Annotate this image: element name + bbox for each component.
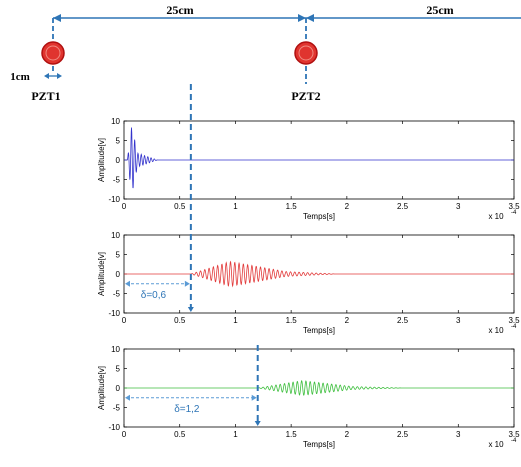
sensor-width-arrow-left [44,73,49,79]
sensor-2-inner-ring [298,45,314,61]
plot-3-ylabel: Amplitude[v] [97,366,106,410]
plot-3-xtick-label: 3 [456,430,461,439]
plot-3-xtick-label: 2 [345,430,350,439]
sensor-1-inner-ring [45,45,61,61]
plot-2-ytick-label: -5 [113,290,121,299]
plot-2-xtick-label: 0.5 [174,316,186,325]
plot-1-xtick-label: 1.5 [286,202,298,211]
sensor-1-label: PZT1 [31,89,60,103]
dimension-label-2: 25cm [426,3,453,17]
sensor-2-disc [294,41,318,65]
plot-3-delay-label: δ=1,2 [174,404,200,415]
plot-2-delay-marker-arrow [187,307,194,312]
plot-2-ytick-label: -10 [108,309,120,318]
plot-2-xtick-label: 0 [122,316,127,325]
plot-2-ytick-label: 5 [116,251,121,260]
plot-3-xtick-label: 1.5 [286,430,298,439]
plot-1-signal-line [124,127,514,189]
plot-1-ylabel: Amplitude[v] [97,138,106,182]
plot-2-xtick-label: 1 [233,316,238,325]
plot-3-signal-line [124,379,514,396]
plot-1-x-exponent: x 10 [488,212,504,221]
plot-3-xtick-label: 1 [233,430,238,439]
plot-3-ytick-label: 0 [116,384,121,393]
sensor-width-label: 1cm [10,71,30,83]
dimension-arrow-mid-right [306,14,314,22]
plot-1-xtick-label: 0.5 [174,202,186,211]
plot-2-xtick-label: 3.5 [508,316,520,325]
plot-3-x-exponent-power: -4 [511,438,517,444]
plot-1-ytick-label: -10 [108,195,120,204]
plot-3-delay-marker-arrow [254,421,261,426]
plot-2-ytick-label: 10 [111,231,120,240]
dimension-arrow-mid-left [298,14,306,22]
sensor-2-label: PZT2 [291,89,320,103]
plot-2-delay-span-arrow-left [125,280,130,287]
plot-2-xtick-label: 1.5 [286,316,298,325]
plot-3-delay-span-arrow-left [125,394,130,401]
plot-2-delay-span-arrow-right [184,280,190,287]
plot-3-ytick-label: -5 [113,404,121,413]
plot-1-ytick-label: -5 [113,176,121,185]
plot-3-x-exponent: x 10 [488,440,504,449]
plot-3-ytick-label: 5 [116,365,121,374]
plot-3-delay-span-arrow-right [251,394,257,401]
plot-2-ytick-label: 0 [116,270,121,279]
plot-1-xlabel: Temps[s] [303,212,335,221]
plot-2-x-exponent: x 10 [488,326,504,335]
sensor-width-arrow-right [57,73,62,79]
plot-2-xtick-label: 2 [345,316,350,325]
plot-1-xtick-label: 2 [345,202,350,211]
plot-2-delay-label: δ=0,6 [141,290,167,301]
plot-1-ytick-label: 5 [116,137,121,146]
plot-2-ylabel: Amplitude[v] [97,252,106,296]
plot-2-xlabel: Temps[s] [303,326,335,335]
plot-3-ytick-label: -10 [108,423,120,432]
plot-1-xtick-label: 2.5 [397,202,409,211]
plot-3-xtick-label: 0 [122,430,127,439]
plot-3-ytick-label: 10 [111,345,120,354]
dimension-arrow-left [53,14,61,22]
plot-1-xtick-label: 1 [233,202,238,211]
plot-3-xlabel: Temps[s] [303,440,335,449]
plot-3-xtick-label: 3.5 [508,430,520,439]
plot-2-x-exponent-power: -4 [511,324,517,330]
plot-1-ytick-label: 10 [111,117,120,126]
plot-3-xtick-label: 0.5 [174,430,186,439]
plot-1-xtick-label: 3.5 [508,202,520,211]
plot-1-xtick-label: 3 [456,202,461,211]
plot-1-ytick-label: 0 [116,156,121,165]
plot-3-xtick-label: 2.5 [397,430,409,439]
sensor-1-disc [41,41,65,65]
dimension-label-1: 25cm [166,3,193,17]
plot-2-xtick-label: 3 [456,316,461,325]
plot-2-xtick-label: 2.5 [397,316,409,325]
plot-2-signal-line [124,260,514,288]
plot-1-xtick-label: 0 [122,202,127,211]
plot-1-x-exponent-power: -4 [511,210,517,216]
